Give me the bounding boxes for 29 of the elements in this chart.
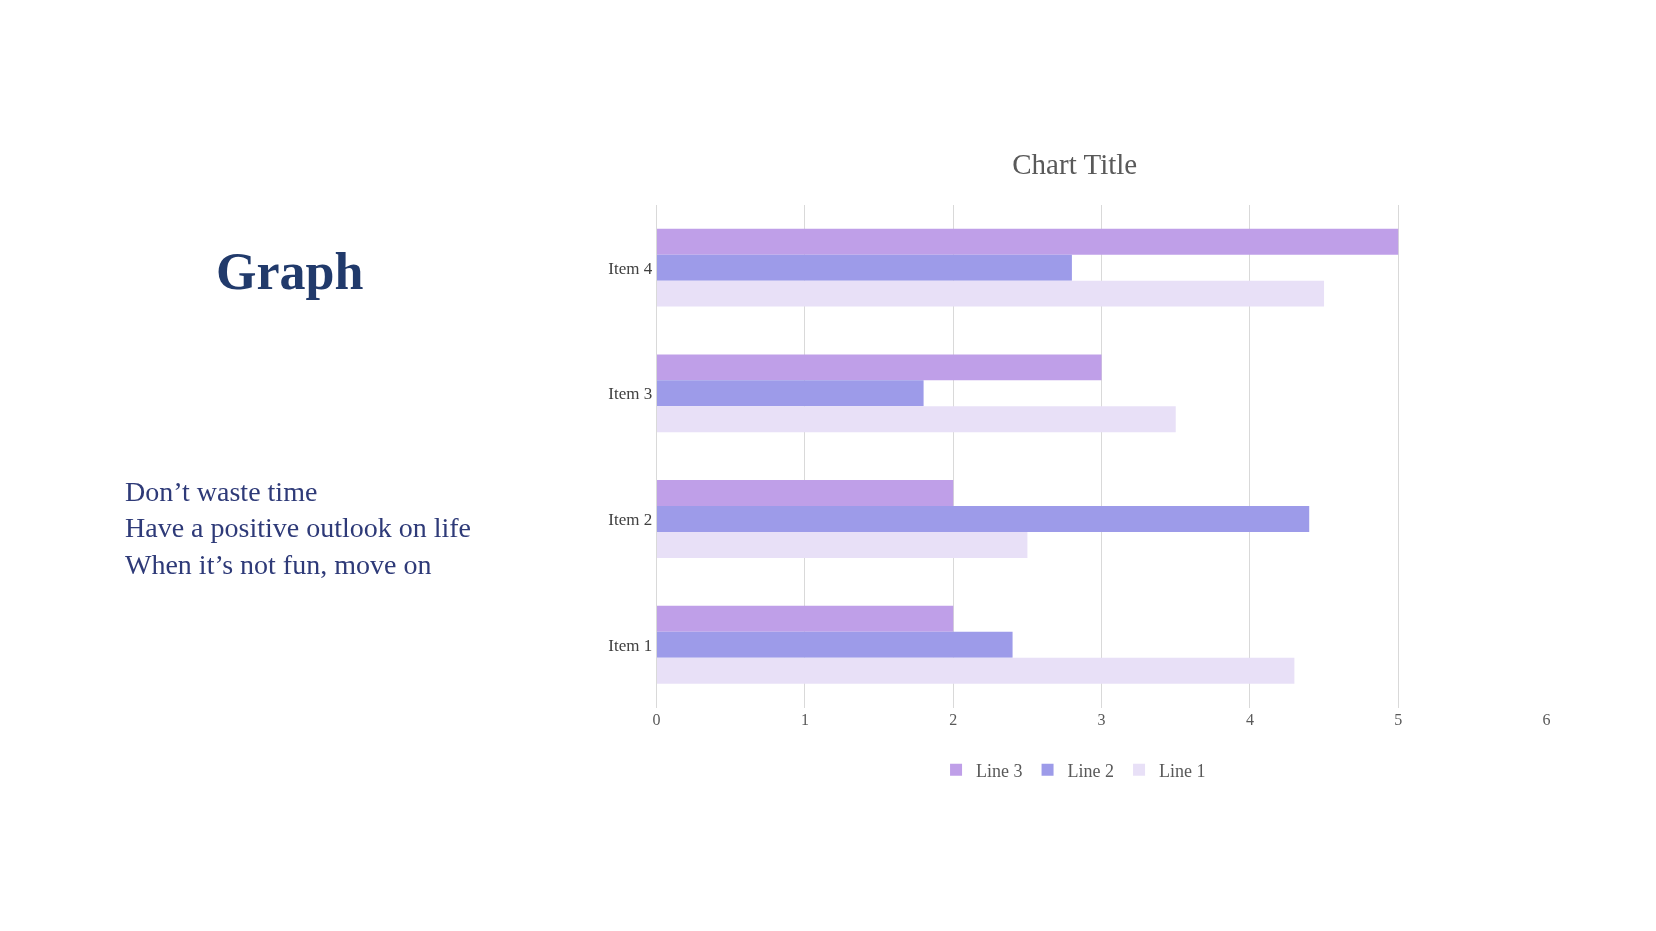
chart-title: Chart Title xyxy=(1012,148,1138,181)
legend-label: Line 2 xyxy=(1067,760,1115,781)
bar xyxy=(656,354,1102,381)
x-tick-label: 5 xyxy=(1394,710,1403,728)
y-tick-label: Item 3 xyxy=(608,384,653,404)
legend-label: Line 1 xyxy=(1159,760,1206,781)
bar xyxy=(656,228,1399,255)
bar xyxy=(656,631,1013,658)
text: Don’t waste time Have a positive outlook on life When it’s not fun, move on xyxy=(125,476,472,580)
x-tick-label: 3 xyxy=(1097,710,1106,728)
y-tick-label: Item 1 xyxy=(608,635,653,655)
text: Graph xyxy=(216,243,364,300)
y-tick-label: Item 2 xyxy=(608,509,653,529)
x-tick-label: 2 xyxy=(949,710,958,728)
bar xyxy=(656,657,1295,684)
x-tick-label: 6 xyxy=(1542,710,1551,728)
bar xyxy=(656,506,1310,533)
bar xyxy=(656,280,1325,307)
legend-label: Line 3 xyxy=(976,760,1023,781)
x-tick-label: 1 xyxy=(800,710,809,728)
bar xyxy=(656,254,1072,281)
bar xyxy=(656,480,954,507)
bar xyxy=(656,532,1028,558)
bar xyxy=(656,406,1176,433)
bar xyxy=(656,605,954,632)
x-tick-label: 4 xyxy=(1245,710,1254,728)
y-tick-label: Item 4 xyxy=(608,258,653,278)
bar xyxy=(656,380,924,407)
x-tick-label: 0 xyxy=(652,710,661,728)
